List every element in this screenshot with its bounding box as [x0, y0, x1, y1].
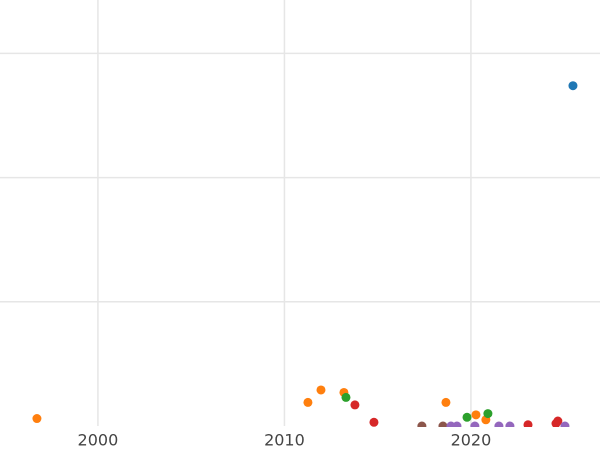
- point: [560, 421, 570, 427]
- point: [523, 420, 533, 427]
- grid: [0, 0, 600, 426]
- point: [505, 421, 515, 427]
- point: [494, 421, 504, 427]
- point: [462, 412, 472, 422]
- point: [369, 417, 379, 427]
- x-tick-label: 2020: [451, 431, 492, 450]
- point: [341, 392, 351, 402]
- x-tick-label: 2010: [264, 431, 305, 450]
- point: [303, 397, 313, 407]
- point: [471, 410, 481, 420]
- x-tick-label: 2000: [78, 431, 119, 450]
- point: [553, 416, 563, 426]
- point: [350, 400, 360, 410]
- point: [568, 81, 578, 91]
- point: [470, 421, 480, 427]
- point: [438, 421, 448, 427]
- point: [441, 397, 451, 407]
- point: [417, 421, 427, 427]
- points: [32, 81, 578, 427]
- point: [483, 409, 493, 419]
- point: [316, 385, 326, 395]
- point: [32, 414, 42, 424]
- point: [452, 421, 462, 427]
